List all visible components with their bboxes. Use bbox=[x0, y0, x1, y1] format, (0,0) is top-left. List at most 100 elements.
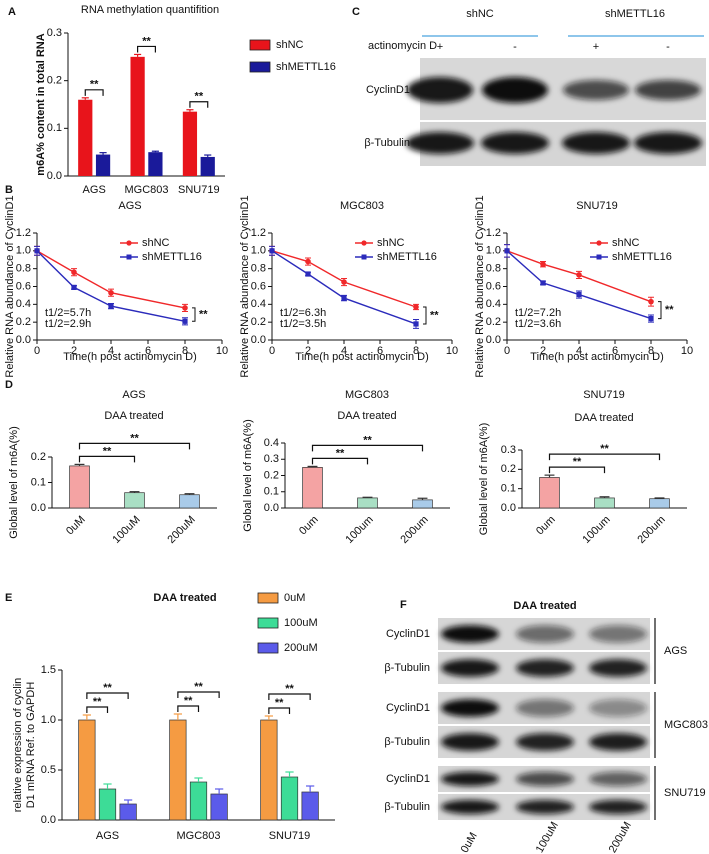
marker bbox=[341, 295, 347, 301]
sig-bracket bbox=[192, 307, 196, 322]
x-tick-label: SNU719 bbox=[269, 830, 311, 842]
y-tick-label: 1.0 bbox=[251, 245, 266, 257]
sig-bracket bbox=[311, 444, 424, 452]
y-tick-label: 1.2 bbox=[16, 227, 31, 239]
legend-label: shMETTL16 bbox=[377, 251, 437, 263]
sig-label: ** bbox=[103, 682, 112, 694]
marker bbox=[413, 304, 419, 310]
bar bbox=[130, 56, 145, 177]
y-tick-label: 0.1 bbox=[264, 486, 279, 498]
x-tick-label: 0 bbox=[269, 345, 275, 357]
y-tick-label: 0.0 bbox=[47, 170, 62, 182]
sig-bracket bbox=[189, 101, 209, 108]
x-tick-label: 0uM bbox=[64, 514, 88, 538]
bar bbox=[302, 467, 323, 509]
panel-letter: E bbox=[5, 592, 12, 604]
sig-label: ** bbox=[285, 683, 294, 695]
chart-subtitle: DAA treated bbox=[104, 410, 163, 422]
y-tick-label: 0.4 bbox=[264, 437, 279, 449]
sig-bracket bbox=[177, 705, 200, 712]
legend-swatch bbox=[361, 254, 367, 260]
blot-band bbox=[441, 733, 499, 751]
legend-label: 200uM bbox=[284, 642, 318, 654]
x-tick-label: 200uM bbox=[165, 514, 197, 546]
chart-title: DAA treated bbox=[153, 592, 216, 604]
row-label: CyclinD1 bbox=[366, 84, 410, 96]
sig-label: ** bbox=[430, 309, 439, 321]
annotation: t1/2=6.3h bbox=[280, 307, 326, 319]
y-tick-label: 0.2 bbox=[501, 463, 516, 475]
blot-band bbox=[481, 132, 549, 154]
chart-title: AGS bbox=[118, 200, 141, 212]
legend-label: shNC bbox=[276, 39, 304, 51]
marker bbox=[34, 248, 40, 254]
bar bbox=[200, 156, 215, 176]
y-tick-label: 0.6 bbox=[251, 280, 266, 292]
y-axis-label: relative expression of cyclin bbox=[12, 678, 24, 813]
sig-label: ** bbox=[130, 432, 139, 444]
sig-label: ** bbox=[336, 447, 345, 459]
y-tick-label: 0.2 bbox=[264, 469, 279, 481]
legend-label: shMETTL16 bbox=[276, 61, 336, 73]
legend-swatch bbox=[257, 642, 279, 654]
y-tick-label: 0.4 bbox=[251, 298, 266, 310]
x-tick-label: 6 bbox=[377, 345, 383, 357]
marker bbox=[305, 271, 311, 277]
marker bbox=[71, 269, 77, 276]
treatment-label: actinomycin D bbox=[368, 40, 437, 52]
y-tick-label: 0.0 bbox=[251, 334, 266, 346]
x-tick-label: 10 bbox=[446, 345, 458, 357]
bar bbox=[210, 793, 228, 821]
sig-label: ** bbox=[199, 308, 208, 320]
sig-bracket bbox=[268, 707, 291, 714]
line bbox=[271, 250, 417, 325]
bar bbox=[280, 776, 299, 821]
row-label: CyclinD1 bbox=[386, 702, 430, 714]
legend-label: shMETTL16 bbox=[142, 251, 202, 263]
legend-label: shNC bbox=[377, 237, 405, 249]
blot-band bbox=[441, 771, 499, 787]
blot-title: DAA treated bbox=[513, 600, 576, 612]
sig-label: ** bbox=[184, 695, 193, 707]
x-tick-label: 100um bbox=[343, 514, 375, 546]
row-label: β-Tubulin bbox=[384, 662, 430, 674]
row-label: β-Tubulin bbox=[384, 736, 430, 748]
y-tick-label: 0.8 bbox=[251, 263, 266, 275]
blot-band bbox=[441, 799, 499, 815]
annotation: t1/2=7.2h bbox=[515, 307, 561, 319]
cell-line-label: MGC803 bbox=[664, 719, 708, 731]
legend-label: shMETTL16 bbox=[612, 251, 672, 263]
sig-bracket bbox=[548, 453, 661, 461]
line bbox=[506, 250, 652, 303]
sig-label: ** bbox=[275, 697, 284, 709]
y-tick-label: 0.3 bbox=[501, 444, 516, 456]
legend-swatch bbox=[249, 61, 271, 73]
legend-label: 0uM bbox=[284, 592, 305, 604]
line bbox=[36, 250, 186, 322]
chart-title: SNU719 bbox=[576, 200, 618, 212]
blot-band bbox=[406, 132, 474, 154]
blot-band bbox=[589, 771, 647, 787]
sig-label: ** bbox=[90, 79, 99, 91]
x-tick-label: 8 bbox=[182, 345, 188, 357]
y-tick-label: 0.2 bbox=[486, 316, 501, 328]
blot-band bbox=[516, 659, 574, 677]
y-tick-label: 1.0 bbox=[486, 245, 501, 257]
x-tick-label: 6 bbox=[612, 345, 618, 357]
x-tick-label: 2 bbox=[71, 345, 77, 357]
sig-label: ** bbox=[93, 696, 102, 708]
sig-bracket bbox=[177, 691, 220, 698]
blot-band bbox=[516, 733, 574, 751]
blot-band bbox=[589, 625, 647, 643]
sig-label: ** bbox=[665, 304, 674, 316]
legend-swatch bbox=[257, 592, 279, 604]
marker bbox=[648, 316, 654, 322]
chart-title: RNA methylation quantifition bbox=[81, 4, 219, 16]
bar bbox=[594, 497, 615, 509]
y-tick-label: 0.1 bbox=[31, 476, 46, 488]
x-tick-label: 100um bbox=[580, 514, 612, 546]
x-tick-label: MGC803 bbox=[124, 184, 168, 196]
legend-swatch bbox=[126, 254, 132, 260]
chart-title: AGS bbox=[122, 389, 145, 401]
